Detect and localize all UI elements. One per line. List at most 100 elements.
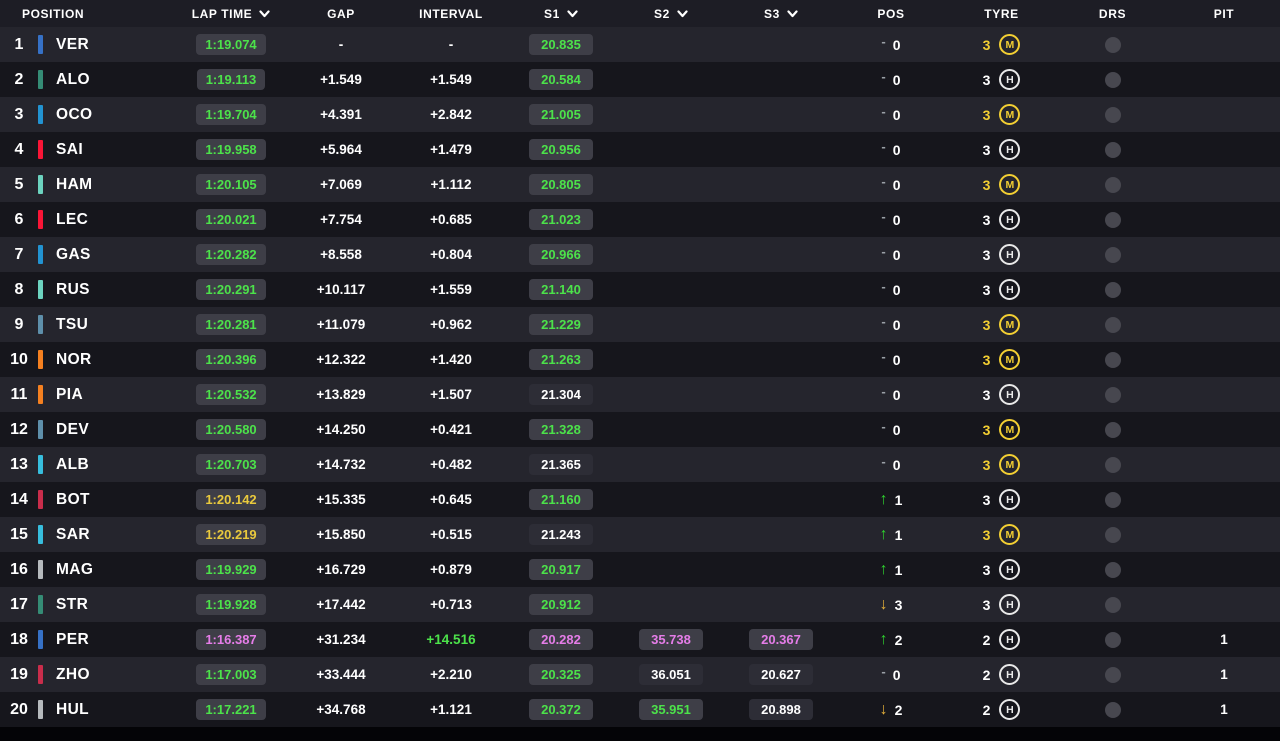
team-color-bar <box>38 35 43 54</box>
timing-row[interactable]: 19 ZHO 1:17.003 +33.444 +2.210 20.325 36.051 20… <box>0 657 1280 692</box>
lap-time-value: 1:19.074 <box>196 34 266 55</box>
tyre-compound-icon: M <box>999 454 1021 475</box>
tyre-stint-count: 3 <box>982 491 991 508</box>
timing-row[interactable]: 13 ALB 1:20.703 +14.732 +0.482 21.365-0 3 M <box>0 447 1280 482</box>
driver-code: DEV <box>56 420 90 438</box>
position-cell: 11 PIA <box>0 385 176 404</box>
timing-row[interactable]: 3 OCO 1:19.704 +4.391 +2.842 21.005-0 3 M <box>0 97 1280 132</box>
gap-cell: +11.079 <box>316 317 366 332</box>
sector2-cell: 35.951 <box>616 699 726 720</box>
gap-cell: +17.442 <box>316 597 366 612</box>
timing-row[interactable]: 6 LEC 1:20.021 +7.754 +0.685 21.023-0 3 H <box>0 202 1280 237</box>
interval-cell: +1.559 <box>430 282 472 297</box>
position-number: 20 <box>10 700 28 718</box>
position-number: 11 <box>10 385 28 403</box>
driver-code: NOR <box>56 350 92 368</box>
timing-row[interactable]: 1 VER 1:19.074- -20.835-0 3 M <box>0 27 1280 62</box>
drs-indicator-icon <box>1104 71 1121 88</box>
driver-code: MAG <box>56 560 94 578</box>
sector1-cell: 20.917 <box>506 559 616 580</box>
position-cell: 16 MAG <box>0 560 176 579</box>
positions-changed-cell: -0 <box>836 384 946 403</box>
sector2-cell: 35.738 <box>616 629 726 650</box>
position-number: 3 <box>14 105 24 123</box>
drs-indicator-icon <box>1104 631 1121 648</box>
sector1-value: 20.966 <box>529 244 593 265</box>
tyre-stint-count: 3 <box>982 316 991 333</box>
positions-changed-cell: -0 <box>836 349 946 368</box>
team-color-bar <box>38 665 43 684</box>
timing-row[interactable]: 7 GAS 1:20.282 +8.558 +0.804 20.966-0 3 H <box>0 237 1280 272</box>
positions-changed-cell: -0 <box>836 664 946 683</box>
drs-cell <box>1057 561 1168 578</box>
lap-time-cell: 1:19.074 <box>176 34 286 55</box>
sector1-cell: 20.805 <box>506 174 616 195</box>
position-number: 7 <box>14 245 24 263</box>
timing-row[interactable]: 14 BOT 1:20.142 +15.335 +0.645 21.160 ↑ 1 3 H <box>0 482 1280 517</box>
driver-code: TSU <box>56 315 89 333</box>
no-position-change-dash: - <box>881 174 886 189</box>
tyre-stint-count: 3 <box>982 211 991 228</box>
position-cell: 6 LEC <box>0 210 176 229</box>
column-header-s1[interactable]: S1 <box>506 7 616 21</box>
positions-changed-value: 0 <box>892 281 901 298</box>
interval-cell: +1.549 <box>430 72 472 87</box>
tyre-stint-count: 3 <box>982 386 991 403</box>
drs-cell <box>1057 281 1168 298</box>
column-header-s2[interactable]: S2 <box>616 7 726 21</box>
tyre-compound-icon: H <box>999 139 1021 160</box>
timing-row[interactable]: 8 RUS 1:20.291 +10.117 +1.559 21.140-0 3 H <box>0 272 1280 307</box>
sector1-cell: 21.229 <box>506 314 616 335</box>
sector1-cell: 20.325 <box>506 664 616 685</box>
timing-row[interactable]: 20 HUL 1:17.221 +34.768 +1.121 20.372 35.951 20… <box>0 692 1280 727</box>
lap-time-value: 1:20.142 <box>196 489 266 510</box>
column-header-label: POSITION <box>22 6 85 21</box>
lap-time-value: 1:20.703 <box>196 454 266 475</box>
timing-row[interactable]: 4 SAI 1:19.958 +5.964 +1.479 20.956-0 3 H <box>0 132 1280 167</box>
position-cell: 19 ZHO <box>0 665 176 684</box>
sector1-cell: 21.328 <box>506 419 616 440</box>
interval-cell: +2.210 <box>430 667 472 682</box>
pit-cell: 1 <box>1220 632 1228 647</box>
tyre-stint-count: 3 <box>982 246 991 263</box>
column-header-label: POS <box>877 6 905 21</box>
timing-row[interactable]: 10 NOR 1:20.396 +12.322 +1.420 21.263-0 3 M <box>0 342 1280 377</box>
timing-row[interactable]: 11 PIA 1:20.532 +13.829 +1.507 21.304-0 3 H <box>0 377 1280 412</box>
timing-row[interactable]: 5 HAM 1:20.105 +7.069 +1.112 20.805-0 3 M <box>0 167 1280 202</box>
interval-cell: +1.112 <box>430 177 472 192</box>
position-cell: 13 ALB <box>0 455 176 474</box>
timing-row[interactable]: 18 PER 1:16.387 +31.234 +14.516 20.282 35.738 2… <box>0 622 1280 657</box>
sector1-value: 20.835 <box>529 34 593 55</box>
driver-code: VER <box>56 35 90 53</box>
timing-row[interactable]: 16 MAG 1:19.929 +16.729 +0.879 20.917 ↑ 1 3 H <box>0 552 1280 587</box>
column-header-lap-time[interactable]: LAP TIME <box>176 7 286 21</box>
timing-row[interactable]: 12 DEV 1:20.580 +14.250 +0.421 21.328-0 3 M <box>0 412 1280 447</box>
timing-row[interactable]: 2 ALO 1:19.113 +1.549 +1.549 20.584-0 3 H <box>0 62 1280 97</box>
gap-cell: +14.732 <box>316 457 366 472</box>
timing-row[interactable]: 17 STR 1:19.928 +17.442 +0.713 20.912 ↓ 3 3 H <box>0 587 1280 622</box>
tyre-compound-icon: H <box>999 244 1021 265</box>
sector1-value: 20.917 <box>529 559 593 580</box>
drs-indicator-icon <box>1104 491 1121 508</box>
lap-time-cell: 1:17.003 <box>176 664 286 685</box>
positions-changed-cell: -0 <box>836 279 946 298</box>
column-header-label: LAP TIME <box>191 6 253 21</box>
column-header-drs: DRS <box>1057 7 1168 21</box>
drs-cell <box>1057 631 1168 648</box>
gap-cell: - <box>338 37 344 52</box>
drs-indicator-icon <box>1104 176 1121 193</box>
timing-row[interactable]: 9 TSU 1:20.281 +11.079 +0.962 21.229-0 3 M <box>0 307 1280 342</box>
chevron-down-icon <box>259 10 270 18</box>
team-color-bar <box>38 630 43 649</box>
column-header-s3[interactable]: S3 <box>726 7 836 21</box>
sector1-cell: 20.956 <box>506 139 616 160</box>
position-cell: 18 PER <box>0 630 176 649</box>
tyre-stint-count: 3 <box>982 561 991 578</box>
sector1-value: 21.005 <box>529 104 593 125</box>
timing-row[interactable]: 15 SAR 1:20.219 +15.850 +0.515 21.243 ↑ 1 3 M <box>0 517 1280 552</box>
tyre-stint-count: 3 <box>982 456 991 473</box>
position-cell: 20 HUL <box>0 700 176 719</box>
